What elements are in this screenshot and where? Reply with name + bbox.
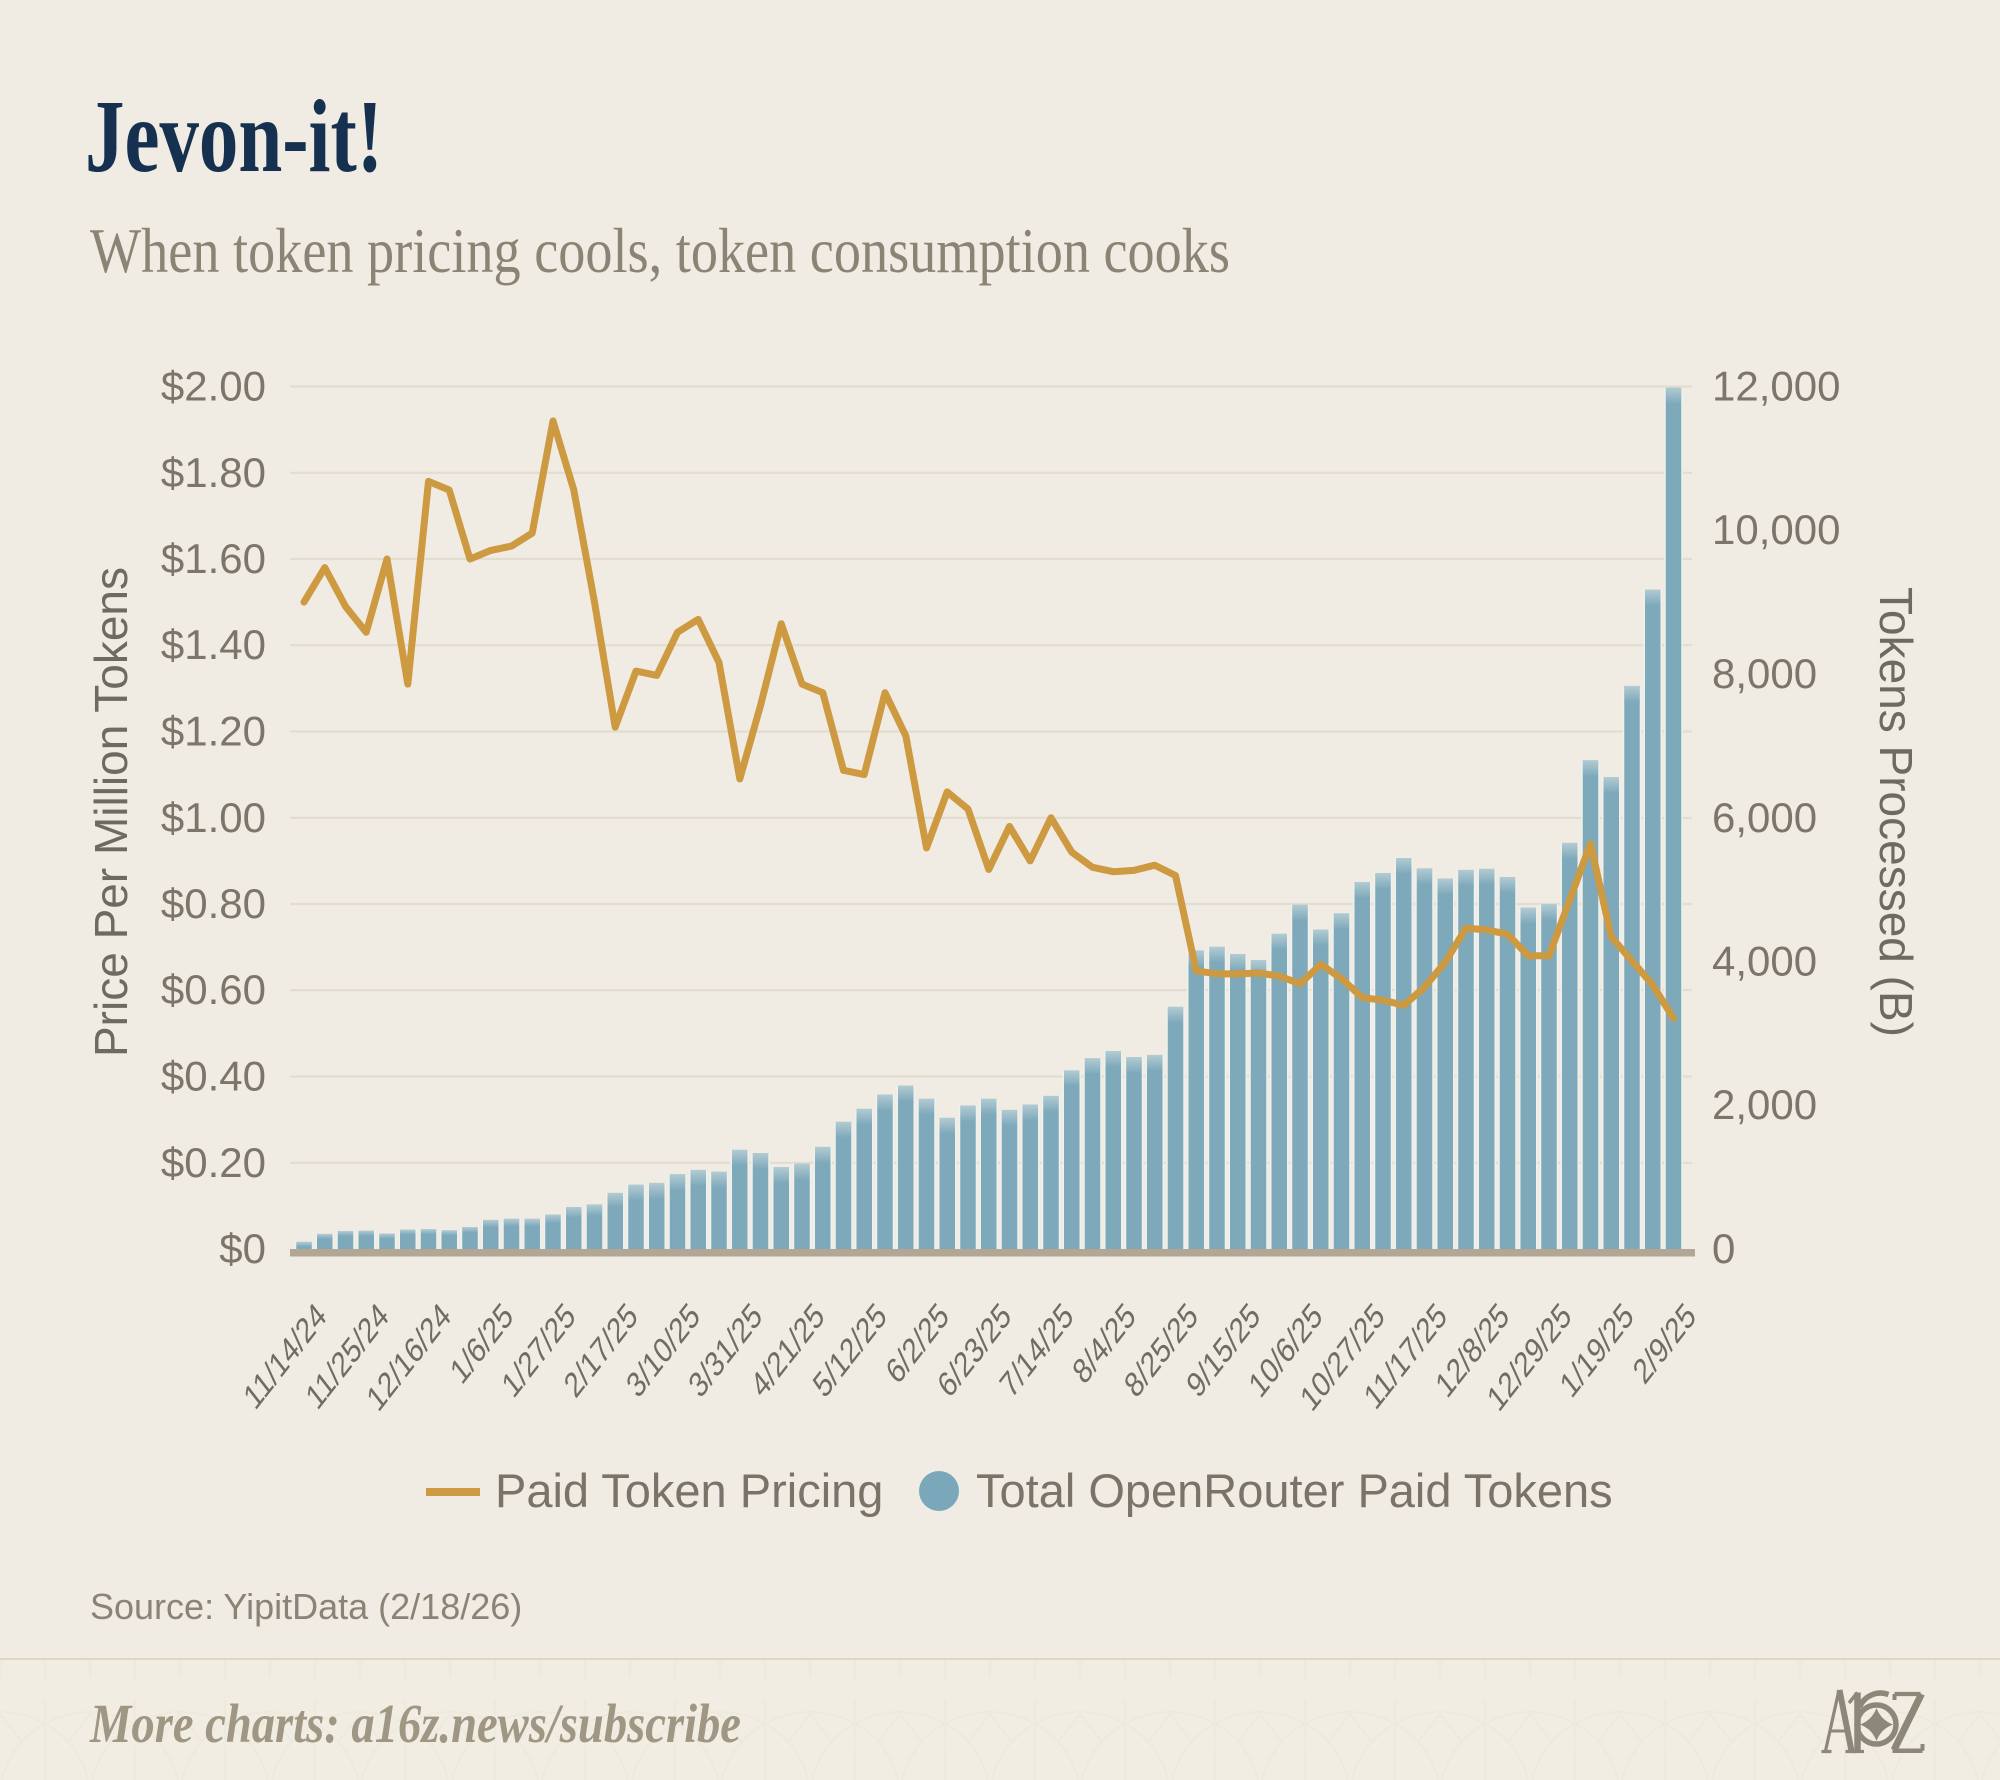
svg-text:$2.00: $2.00 — [161, 363, 266, 410]
svg-text:6,000: 6,000 — [1712, 794, 1817, 841]
svg-text:Source: YipitData (2/18/26): Source: YipitData (2/18/26) — [90, 1586, 522, 1627]
svg-text:$1.80: $1.80 — [161, 449, 266, 496]
svg-text:$0.40: $0.40 — [161, 1053, 266, 1100]
svg-text:Tokens Processed (B): Tokens Processed (B) — [1870, 587, 1922, 1037]
svg-text:$0.60: $0.60 — [161, 966, 266, 1013]
svg-text:Total OpenRouter Paid Tokens: Total OpenRouter Paid Tokens — [976, 1464, 1613, 1517]
svg-text:4,000: 4,000 — [1712, 938, 1817, 985]
svg-text:Paid Token Pricing: Paid Token Pricing — [495, 1464, 883, 1517]
svg-text:8,000: 8,000 — [1712, 650, 1817, 697]
svg-text:$0: $0 — [219, 1225, 266, 1272]
svg-text:When token pricing cools, toke: When token pricing cools, token consumpt… — [90, 215, 1230, 286]
svg-text:Price Per Million Tokens: Price Per Million Tokens — [85, 567, 137, 1057]
svg-text:$1.40: $1.40 — [161, 621, 266, 668]
svg-text:More charts: a16z.news/subscri: More charts: a16z.news/subscribe — [89, 1693, 741, 1754]
svg-text:Jevon-it!: Jevon-it! — [85, 79, 383, 194]
svg-text:$1.20: $1.20 — [161, 708, 266, 755]
svg-text:0: 0 — [1712, 1225, 1735, 1272]
svg-text:12,000: 12,000 — [1712, 363, 1840, 410]
svg-text:2,000: 2,000 — [1712, 1081, 1817, 1128]
svg-text:$1.60: $1.60 — [161, 535, 266, 582]
svg-text:$0.20: $0.20 — [161, 1139, 266, 1186]
svg-text:$1.00: $1.00 — [161, 794, 266, 841]
svg-text:$0.80: $0.80 — [161, 880, 266, 927]
svg-text:10,000: 10,000 — [1712, 506, 1840, 553]
